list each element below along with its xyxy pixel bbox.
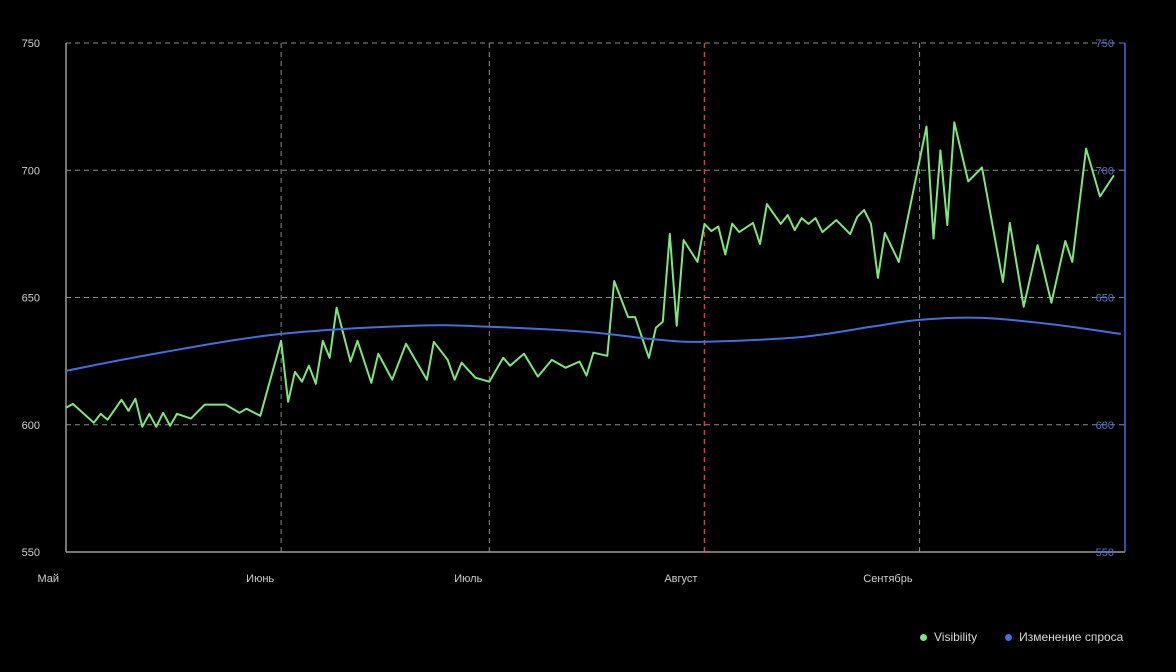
y-tick-label: 550 bbox=[22, 547, 40, 559]
series-line-visibility bbox=[65, 121, 1115, 428]
y-tick-label: 600 bbox=[22, 420, 40, 432]
y2-tick-label: 600 bbox=[1096, 420, 1114, 432]
legend-label: Visibility bbox=[934, 630, 978, 644]
x-tick-label: Июль bbox=[454, 573, 482, 585]
y2-tick-label: 750 bbox=[1096, 38, 1114, 50]
series-layer bbox=[65, 121, 1121, 428]
y2-tick-label: 650 bbox=[1096, 293, 1114, 305]
x-tick-label: Сентябрь bbox=[863, 573, 913, 585]
series-line-demand-change bbox=[65, 316, 1121, 372]
legend: Visibility Изменение спроса bbox=[920, 630, 1123, 644]
x-tick-label: Июнь bbox=[246, 573, 274, 585]
legend-item-demand-change[interactable]: Изменение спроса bbox=[1005, 630, 1123, 644]
x-tick-label: Май bbox=[37, 573, 59, 585]
legend-dot-icon bbox=[1005, 633, 1013, 641]
y-tick-label: 700 bbox=[22, 165, 40, 177]
x-tick-label: Август bbox=[664, 573, 697, 585]
legend-item-visibility[interactable]: Visibility bbox=[920, 630, 977, 644]
y2-tick-label: 700 bbox=[1096, 165, 1114, 177]
grid bbox=[66, 42, 1125, 552]
tick-labels: 550 550 600 600 650 650 700 700 750 750 Май Июнь Июл… bbox=[22, 38, 1114, 585]
axes bbox=[65, 42, 1126, 553]
legend-label: Изменение спроса bbox=[1019, 630, 1124, 644]
y-tick-label: 750 bbox=[22, 38, 40, 50]
y-tick-label: 650 bbox=[22, 293, 40, 305]
y2-tick-label: 550 bbox=[1096, 547, 1114, 559]
legend-dot-icon bbox=[920, 633, 927, 641]
